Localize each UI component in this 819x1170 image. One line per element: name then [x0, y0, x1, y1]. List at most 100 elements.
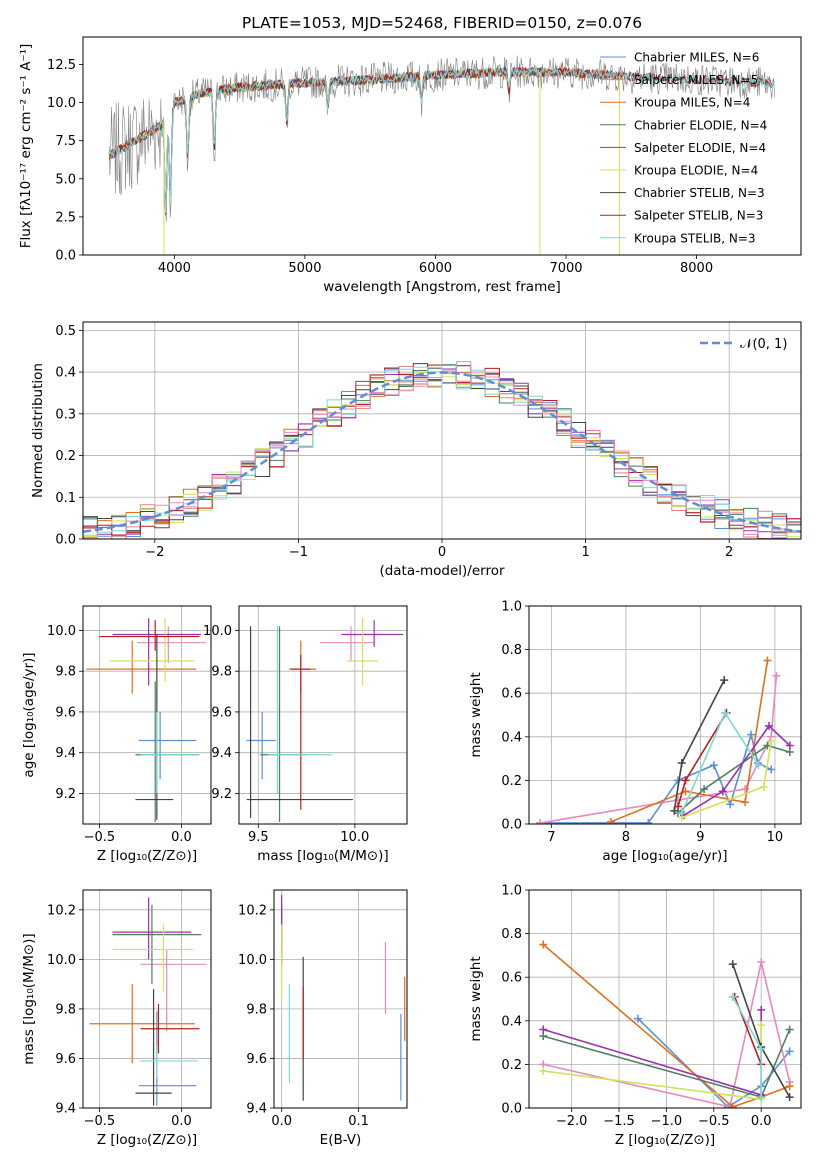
- y-tick-label: 9.2: [211, 787, 232, 802]
- weight-marker: [700, 785, 709, 794]
- legend-label: Salpeter STELIB, N=3: [634, 209, 763, 223]
- weight-marker: [757, 1093, 766, 1102]
- y-tick-label: 9.4: [211, 746, 232, 761]
- weight-marker: [759, 782, 768, 791]
- x-tick-label: 9: [696, 830, 704, 845]
- axes-frame: [238, 605, 408, 825]
- weight-line: [683, 724, 791, 816]
- y-tick-label: 0.3: [55, 407, 76, 422]
- weight-line: [542, 1009, 763, 1096]
- x-tick-label: −0.5: [84, 830, 116, 845]
- y-axis-label: mass [log₁₀(M/M⊙)]: [21, 933, 37, 1064]
- axes-frame: [82, 889, 212, 1109]
- y-tick-label: 10.0: [203, 624, 232, 639]
- x-tick-label: 7: [547, 830, 555, 845]
- x-tick-label: −0.5: [698, 1114, 730, 1129]
- legend-label: Salpeter MILES, N=5: [634, 73, 758, 87]
- weight-marker: [539, 1025, 548, 1034]
- x-tick-label: 0: [438, 545, 446, 560]
- x-tick-label: 1: [581, 545, 589, 560]
- weight-marker: [785, 1047, 794, 1056]
- y-axis-label: Normed distribution: [30, 363, 46, 498]
- model-spectrum: [108, 66, 622, 209]
- model-spectrum: [108, 66, 540, 215]
- x-tick-label: 0.1: [348, 1114, 369, 1129]
- y-tick-label: 0.6: [501, 687, 522, 702]
- axes-frame: [528, 605, 802, 825]
- errorbars: [246, 618, 404, 822]
- chart-title: PLATE=1053, MJD=52468, FIBERID=0150, z=0…: [242, 14, 642, 32]
- x-tick-label: −2: [145, 545, 164, 560]
- y-tick-label: 9.4: [55, 1102, 76, 1117]
- weight-marker: [606, 817, 615, 824]
- y-tick-label: 0.0: [501, 818, 522, 833]
- panel-age-vs-mass: 9.5 10.0 9.2 9.4 9.6 9.8 10.0 mass [log₁₀(M/M⊙)…: [203, 605, 408, 864]
- panel-age-vs-Z: −0.5 0.0 9.2 9.4 9.6 9.8 10.0 Z [log₁₀(Z/Z⊙)] ag…: [21, 605, 212, 864]
- y-tick-label: 0.8: [501, 643, 522, 658]
- x-axis-label: E(B-V): [320, 1132, 362, 1148]
- weight-marker: [674, 802, 683, 811]
- y-tick-label: 0.2: [501, 1058, 522, 1073]
- legend-label: Chabrier STELIB, N=3: [634, 186, 765, 200]
- y-tick-label: 12.5: [47, 58, 76, 73]
- weight-marker: [670, 806, 679, 815]
- y-tick-label: 0.5: [55, 324, 76, 339]
- y-tick-label: 0.2: [55, 449, 76, 464]
- x-tick-label: −1.0: [651, 1114, 683, 1129]
- y-tick-label: 5.0: [55, 172, 76, 187]
- y-tick-label: 10.0: [238, 953, 267, 968]
- model-spectrum: [108, 66, 775, 213]
- x-tick-label: 10: [767, 830, 784, 845]
- weight-marker: [741, 798, 750, 807]
- weight-marker: [754, 761, 763, 770]
- y-tick-label: 0.2: [501, 774, 522, 789]
- weight-marker: [728, 1102, 737, 1108]
- weight-lines: [536, 656, 794, 824]
- y-tick-label: 10.2: [47, 903, 76, 918]
- y-tick-label: 9.4: [246, 1102, 267, 1117]
- legend-label: Salpeter ELODIE, N=4: [634, 141, 766, 155]
- weight-marker: [718, 787, 727, 796]
- x-tick-label: −2.0: [556, 1114, 588, 1129]
- x-tick-label: 9.5: [248, 830, 269, 845]
- x-tick-label: 10.0: [340, 830, 369, 845]
- y-tick-label: 0.6: [501, 971, 522, 986]
- weight-marker: [677, 809, 686, 818]
- y-tick-label: 9.6: [211, 705, 232, 720]
- x-axis-label: Z [log₁₀(Z/Z⊙)]: [97, 1132, 197, 1148]
- gaussian-curve: [83, 371, 801, 533]
- y-tick-label: 9.6: [246, 1052, 267, 1067]
- weight-line: [732, 996, 763, 1098]
- x-tick-label: 0.0: [171, 830, 192, 845]
- panel-weight-vs-age: 7 8 9 10 0.0 0.2 0.4 0.6 0.8 1.0 age [log₁₀(age/yr…: [468, 600, 802, 864]
- panel-mass-vs-Z: −0.5 0.0 9.4 9.6 9.8 10.0 10.2 Z [log₁₀(Z/Z⊙)] m…: [21, 889, 212, 1148]
- axes-frame: [82, 36, 802, 256]
- weight-marker: [757, 957, 766, 966]
- weight-marker: [726, 800, 735, 809]
- spectrum-lines: [108, 55, 776, 255]
- weight-marker: [757, 1021, 766, 1030]
- weight-marker: [681, 776, 690, 785]
- x-tick-label: 4000: [158, 261, 191, 276]
- x-tick-label: −1.5: [603, 1114, 635, 1129]
- weight-marker: [728, 960, 737, 969]
- errorbars: [89, 897, 207, 1106]
- model-spectrum: [109, 66, 622, 215]
- weight-marker: [757, 1005, 766, 1014]
- weight-marker: [785, 1025, 794, 1034]
- y-tick-label: 0.4: [55, 366, 76, 381]
- y-tick-label: 0.1: [55, 491, 76, 506]
- weight-marker: [785, 1082, 794, 1091]
- x-axis-label: mass [log₁₀(M/M⊙)]: [257, 848, 388, 864]
- x-tick-label: 5000: [288, 261, 321, 276]
- x-tick-label: 8: [622, 830, 630, 845]
- y-tick-label: 0.8: [501, 927, 522, 942]
- y-tick-label: 0.4: [501, 1014, 522, 1029]
- weight-marker: [539, 940, 548, 949]
- y-tick-label: 0.0: [55, 533, 76, 548]
- x-axis-label: wavelength [Angstrom, rest frame]: [323, 279, 561, 295]
- y-tick-label: 9.8: [211, 665, 232, 680]
- legend-label: 𝒩(0, 1): [740, 337, 787, 352]
- x-axis-label: age [log₁₀(age/yr)]: [602, 848, 727, 864]
